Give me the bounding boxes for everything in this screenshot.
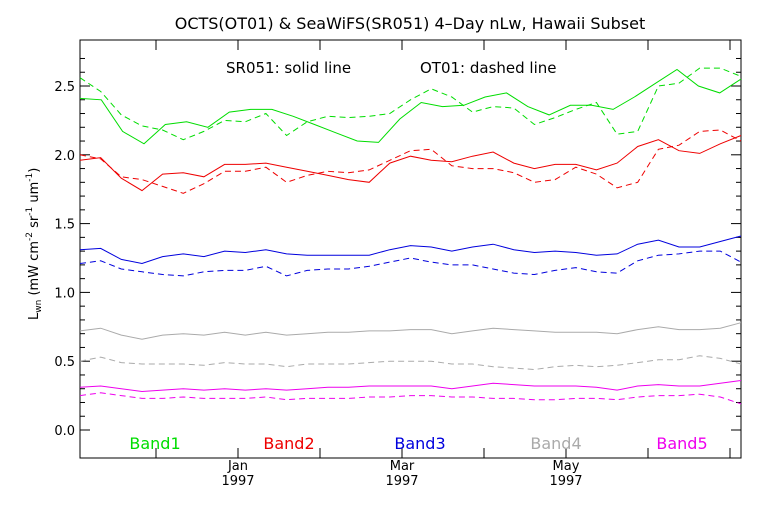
x-tick-label-month: May <box>553 459 580 474</box>
band3-solid-line <box>79 235 742 265</box>
band3-dashed-line <box>79 250 742 277</box>
legend-band3: Band3 <box>394 434 445 453</box>
band1-dashed-line <box>79 67 742 141</box>
ylabel-sr: sr <box>27 215 42 232</box>
y-tick-label: 2.5 <box>54 80 75 95</box>
band5-solid-line <box>79 380 742 393</box>
x-tick-label-year: 1997 <box>221 474 254 489</box>
x-tick-label-year: 1997 <box>385 474 418 489</box>
y-tick-label: 0.5 <box>54 355 75 370</box>
svg-text:Lwn (mW cm-2 sr-1 um-1): Lwn (mW cm-2 sr-1 um-1) <box>25 168 44 320</box>
x-tick-label-year: 1997 <box>549 474 582 489</box>
band4-dashed-line <box>79 355 742 371</box>
legend-band2: Band2 <box>263 434 314 453</box>
ylabel-main: L <box>27 312 42 320</box>
legend-band5: Band5 <box>656 434 707 453</box>
band4-solid-line <box>79 322 742 340</box>
y-axis: 0.0 0.5 1.0 1.5 2.0 2.5 <box>54 57 741 439</box>
series-layer <box>79 67 742 405</box>
x-tick-label-month: Jan <box>227 459 248 474</box>
band5-dashed-line <box>79 392 742 405</box>
band2-dashed-line <box>79 129 742 194</box>
legend: Band1 Band2 Band3 Band4 Band5 <box>129 434 707 453</box>
annotation-dashed: OT01: dashed line <box>420 59 557 77</box>
ylabel-end: ) <box>27 168 42 173</box>
plot-frame <box>79 39 742 459</box>
annotation-solid: SR051: solid line <box>226 59 351 77</box>
y-axis-label: Lwn (mW cm-2 sr-1 um-1) <box>25 168 44 320</box>
ylabel-rest: (mW cm <box>27 241 42 300</box>
chart-title: OCTS(OT01) & SeaWiFS(SR051) 4–Day nLw, H… <box>175 14 646 33</box>
y-tick-label: 0.0 <box>54 424 75 439</box>
legend-band4: Band4 <box>530 434 581 453</box>
y-tick-label: 2.0 <box>54 149 75 164</box>
y-tick-label: 1.0 <box>54 286 75 301</box>
ylabel-exp2: -1 <box>25 207 35 216</box>
ylabel-sub: wn <box>34 300 44 313</box>
band1-solid-line <box>79 68 742 145</box>
legend-band1: Band1 <box>129 434 180 453</box>
band2-solid-line <box>79 135 742 192</box>
y-tick-label: 1.5 <box>54 218 75 233</box>
ylabel-um: um <box>27 182 42 207</box>
ylabel-exp1: -2 <box>25 232 35 241</box>
x-tick-label-month: Mar <box>390 459 415 474</box>
ylabel-exp3: -1 <box>25 173 35 182</box>
